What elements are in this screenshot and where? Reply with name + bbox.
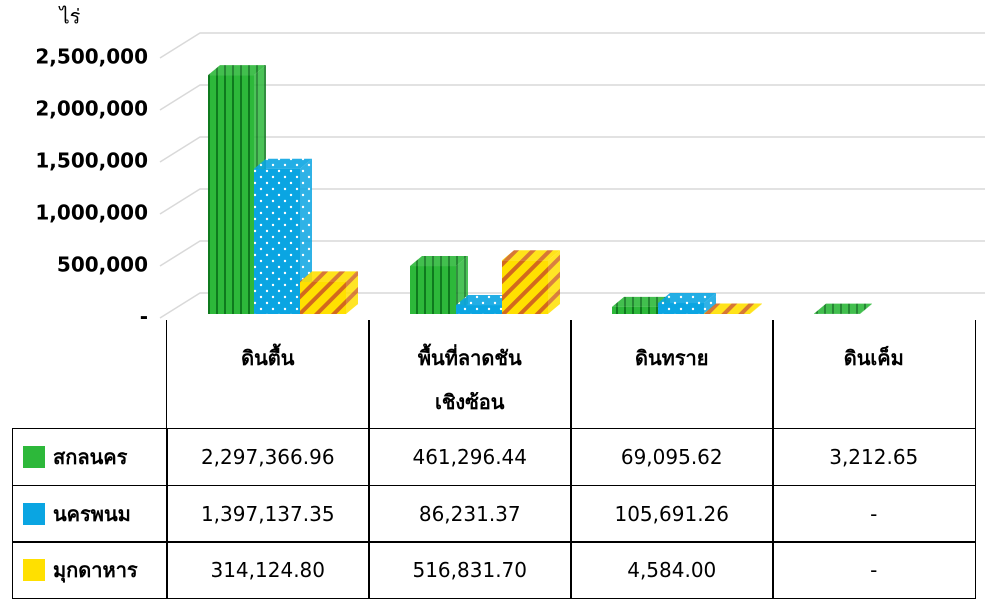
category-header: พื้นที่ลาดชัน เชิงซ้อน — [368, 320, 572, 430]
grid-line — [159, 292, 985, 319]
y-tick-label: 1,000,000 — [35, 201, 148, 225]
bar-face — [300, 281, 346, 314]
bar-face — [860, 303, 872, 314]
y-tick-label: 2,500,000 — [35, 45, 148, 69]
bar-face — [410, 256, 468, 267]
legend-swatch — [23, 559, 45, 581]
data-cell: 3,212.65 — [772, 428, 976, 486]
bar-face — [814, 303, 872, 314]
y-tick-label: 1,500,000 — [35, 149, 148, 173]
bar-face — [346, 271, 358, 314]
bar-face — [502, 250, 560, 261]
legend-swatch — [23, 446, 45, 468]
grid-line — [159, 136, 985, 163]
data-cell: 314,124.80 — [166, 541, 370, 599]
data-cell: 1,397,137.35 — [166, 484, 370, 543]
grid-line — [159, 240, 985, 267]
bar-face — [502, 260, 548, 314]
grid-line — [159, 32, 985, 59]
data-cell: 4,584.00 — [570, 541, 774, 599]
data-cell: 461,296.44 — [368, 428, 572, 486]
bar-face — [548, 250, 560, 314]
category-header: ดินตื้น — [166, 320, 370, 430]
bar-face — [456, 305, 502, 314]
bar — [814, 303, 872, 314]
y-tick-label: 500,000 — [57, 253, 148, 277]
bar-face — [704, 293, 716, 314]
bar-face — [254, 158, 312, 169]
data-cell: - — [772, 484, 976, 543]
bar-face — [612, 296, 670, 307]
legend-cell: สกลนคร — [12, 428, 168, 486]
bar-face — [456, 295, 514, 306]
bar — [254, 158, 312, 314]
y-tick-label: 2,000,000 — [35, 97, 148, 121]
grid-line — [159, 188, 985, 215]
legend-label: นครพนม — [53, 501, 131, 526]
legend-cell: นครพนม — [12, 484, 168, 543]
bar-face — [208, 65, 266, 76]
bar-face — [658, 303, 704, 314]
data-cell: 69,095.62 — [570, 428, 774, 486]
data-cell: - — [772, 541, 976, 599]
bar-face — [208, 75, 254, 314]
data-cell: 2,297,366.96 — [166, 428, 370, 486]
bar-face — [658, 293, 716, 304]
legend-label: สกลนคร — [53, 445, 128, 469]
bar-face — [612, 306, 658, 314]
legend-cell: มุกดาหาร — [12, 541, 168, 599]
y-axis-label: ไร่ — [58, 5, 81, 29]
bar — [658, 293, 716, 314]
bar — [704, 303, 762, 314]
data-cell: 516,831.70 — [368, 541, 572, 599]
legend-swatch — [23, 502, 45, 525]
bar — [300, 271, 358, 314]
bar — [410, 256, 468, 314]
category-header: ดินเค็ม — [772, 320, 976, 430]
bar-face — [704, 303, 762, 314]
data-cell: 86,231.37 — [368, 484, 572, 543]
bar — [502, 250, 560, 314]
category-header: ดินทราย — [570, 320, 774, 430]
bar-face — [254, 168, 300, 314]
bar-face — [410, 266, 456, 314]
bar-face — [300, 271, 358, 282]
bar-face — [750, 303, 762, 314]
legend-label: มุกดาหาร — [53, 558, 138, 582]
y-tick-label: - — [140, 305, 148, 329]
data-cell: 105,691.26 — [570, 484, 774, 543]
grid-line — [159, 84, 985, 111]
